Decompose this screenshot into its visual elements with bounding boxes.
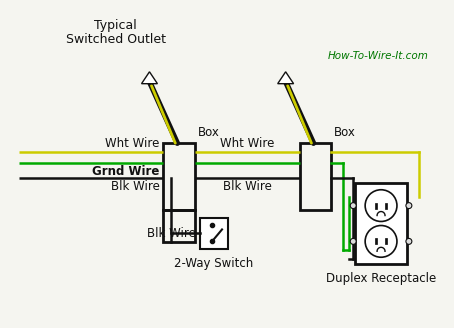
Text: Blk Wire: Blk Wire xyxy=(223,180,272,193)
Circle shape xyxy=(365,226,397,257)
Bar xyxy=(200,217,228,249)
Bar xyxy=(375,238,377,244)
Circle shape xyxy=(365,190,397,221)
Bar xyxy=(300,143,331,210)
Bar xyxy=(375,203,377,209)
Bar xyxy=(163,210,195,242)
Bar xyxy=(163,143,195,210)
Circle shape xyxy=(350,203,356,209)
Text: Grnd Wire: Grnd Wire xyxy=(92,165,159,178)
Text: Blk Wire: Blk Wire xyxy=(110,180,159,193)
Text: Box: Box xyxy=(198,126,220,139)
Bar xyxy=(385,238,387,244)
Text: How-To-Wire-It.com: How-To-Wire-It.com xyxy=(328,51,429,61)
Circle shape xyxy=(406,203,412,209)
Bar xyxy=(355,183,407,264)
Text: Switched Outlet: Switched Outlet xyxy=(66,33,166,46)
Text: 2-Way Switch: 2-Way Switch xyxy=(174,257,254,270)
Circle shape xyxy=(406,238,412,244)
Text: Duplex Receptacle: Duplex Receptacle xyxy=(326,272,436,285)
Polygon shape xyxy=(142,72,158,84)
Text: Wht Wire: Wht Wire xyxy=(105,137,159,150)
Circle shape xyxy=(350,238,356,244)
Text: Wht Wire: Wht Wire xyxy=(220,137,275,150)
Text: Typical: Typical xyxy=(94,19,137,32)
Bar xyxy=(385,203,387,209)
Polygon shape xyxy=(278,72,294,84)
Text: Box: Box xyxy=(334,126,356,139)
Text: Blk Wire: Blk Wire xyxy=(147,227,196,240)
